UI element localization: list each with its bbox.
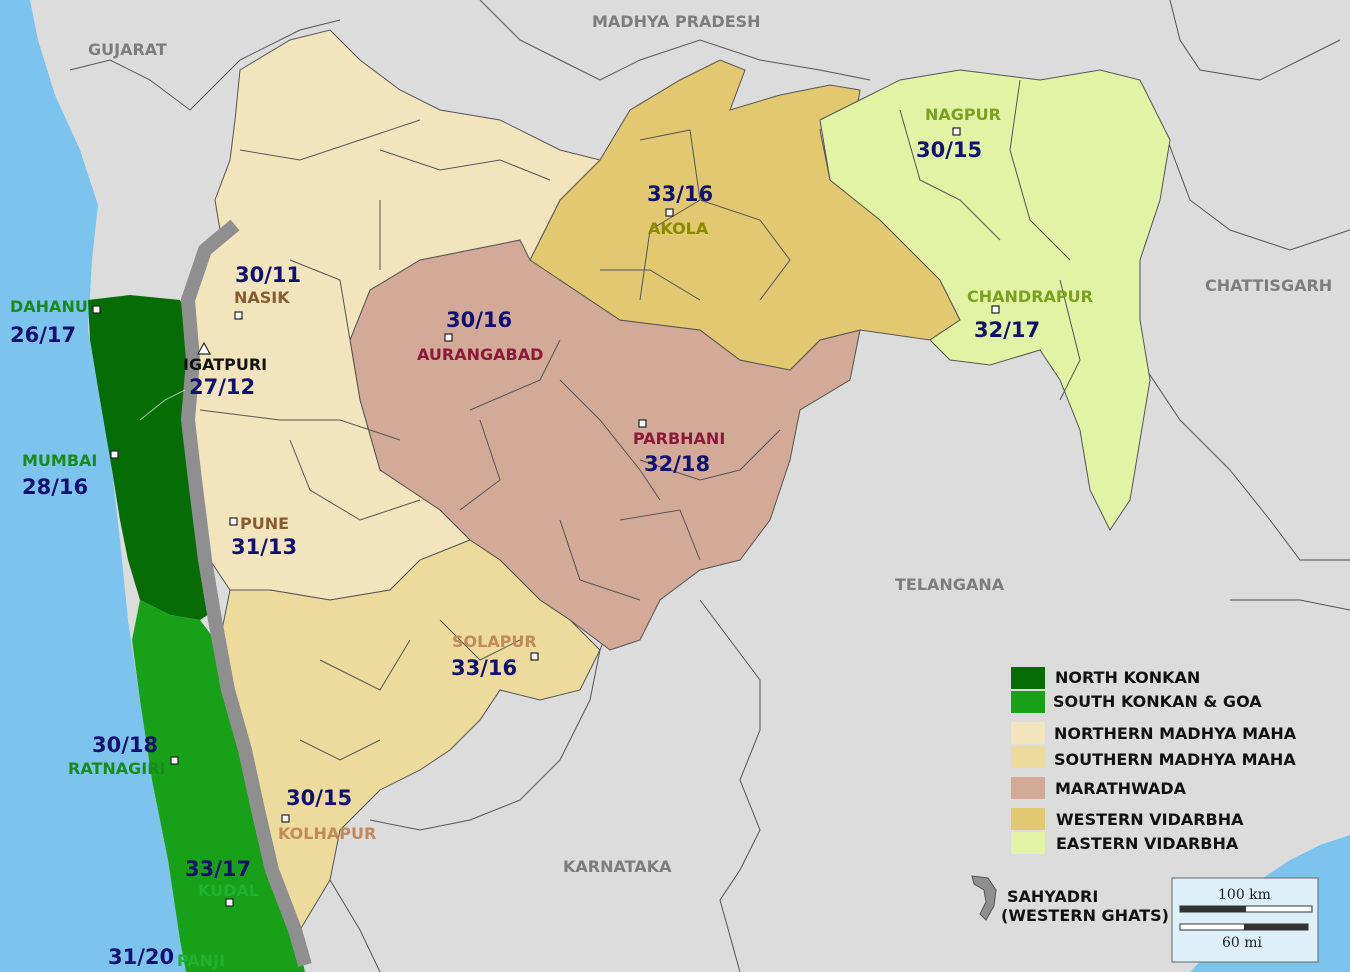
state-label-madhya-pradesh: MADHYA PRADESH xyxy=(592,12,761,31)
legend-swatch-southern-madhya xyxy=(1011,746,1045,768)
sahyadri-ghats-band xyxy=(181,219,312,967)
station-temp-akola: 33/16 xyxy=(647,182,713,206)
district-boundaries xyxy=(199,79,1081,761)
legend-label-sahyadri: SAHYADRI xyxy=(1007,887,1098,906)
marker-igatpuri-triangle xyxy=(196,341,212,355)
marker-pune xyxy=(229,517,238,526)
marker-parbhani xyxy=(638,419,647,428)
marker-solapur xyxy=(530,652,539,661)
station-temp-aurangabad: 30/16 xyxy=(446,308,512,332)
station-temp-pune: 31/13 xyxy=(231,535,297,559)
marker-dahanu xyxy=(92,305,101,314)
legend-sahyadri-symbol xyxy=(971,875,997,921)
scale-km-bar-segment xyxy=(1180,906,1246,912)
region-eastern-vidarbha xyxy=(819,69,1171,531)
marker-kudal xyxy=(225,898,234,907)
legend-label-western-ghats: (WESTERN GHATS) xyxy=(1001,906,1169,925)
legend-swatch-south-konkan xyxy=(1011,691,1045,713)
marker-akola xyxy=(665,208,674,217)
station-temp-nasik: 30/11 xyxy=(235,263,301,287)
legend-label-southern-madhya: SOUTHERN MADHYA MAHA xyxy=(1054,750,1296,769)
legend-label-eastern-vidarbha: EASTERN VIDARBHA xyxy=(1056,834,1239,853)
marker-aurangabad xyxy=(444,333,453,342)
station-name-aurangabad: AURANGABAD xyxy=(417,345,543,364)
scale-bar: 100 km 60 mi xyxy=(1171,877,1319,963)
station-name-nagpur: NAGPUR xyxy=(925,105,1001,124)
station-name-panji: PANJI xyxy=(177,951,225,970)
marker-nagpur xyxy=(952,127,961,136)
station-name-kudal: KUDAL xyxy=(198,881,259,900)
station-name-mumbai: MUMBAI xyxy=(22,451,97,470)
marker-mumbai xyxy=(110,450,119,459)
coastline xyxy=(139,389,186,421)
legend-label-south-konkan: SOUTH KONKAN & GOA xyxy=(1053,692,1262,711)
legend-label-marathwada: MARATHWADA xyxy=(1055,779,1187,798)
station-temp-kudal: 33/17 xyxy=(185,857,251,881)
station-temp-parbhani: 32/18 xyxy=(644,452,710,476)
legend-label-western-vidarbha: WESTERN VIDARBHA xyxy=(1056,810,1244,829)
station-temp-dahanu: 26/17 xyxy=(10,323,76,347)
region-north-konkan xyxy=(88,295,215,620)
scale-label-km: 100 km xyxy=(1218,887,1271,903)
legend-swatch-northern-madhya xyxy=(1011,722,1045,744)
legend-swatch-marathwada xyxy=(1011,777,1045,799)
state-label-karnataka: KARNATAKA xyxy=(563,857,672,876)
station-markers xyxy=(92,127,1000,907)
station-temp-panji: 31/20 xyxy=(108,945,174,969)
legend-swatch-western-vidarbha xyxy=(1011,808,1045,830)
scale-mi-bar-segment xyxy=(1244,924,1308,930)
neighbour-borders xyxy=(69,0,1350,972)
state-label-gujarat: GUJARAT xyxy=(88,40,167,59)
station-temp-igatpuri: 27/12 xyxy=(189,375,255,399)
station-temp-kolhapur: 30/15 xyxy=(286,786,352,810)
legend-label-north-konkan: NORTH KONKAN xyxy=(1055,668,1200,687)
station-name-dahanu: DAHANU xyxy=(10,297,88,316)
legend-swatch-eastern-vidarbha xyxy=(1011,832,1045,854)
station-name-chandrapur: CHANDRAPUR xyxy=(967,287,1093,306)
station-name-nasik: NASIK xyxy=(234,288,290,307)
station-temp-solapur: 33/16 xyxy=(451,656,517,680)
scale-label-mi: 60 mi xyxy=(1222,935,1263,951)
station-name-solapur: SOLAPUR xyxy=(452,632,537,651)
legend: NORTH KONKAN SOUTH KONKAN & GOA NORTHERN… xyxy=(971,667,1297,925)
station-name-parbhani: PARBHANI xyxy=(633,429,725,448)
scale-box xyxy=(1171,877,1319,963)
marker-nasik xyxy=(234,311,243,320)
station-name-pune: PUNE xyxy=(240,514,289,533)
marker-chandrapur xyxy=(991,305,1000,314)
station-name-kolhapur: KOLHAPUR xyxy=(278,824,376,843)
region-south-konkan-goa xyxy=(132,600,305,972)
station-temp-ratnagiri: 30/18 xyxy=(92,733,158,757)
station-name-akola: AKOLA xyxy=(648,219,709,238)
station-temp-chandrapur: 32/17 xyxy=(974,318,1040,342)
state-label-telangana: TELANGANA xyxy=(895,575,1005,594)
state-label-chattisgarh: CHATTISGARH xyxy=(1205,276,1332,295)
marker-kolhapur xyxy=(281,814,290,823)
legend-swatch-north-konkan xyxy=(1011,667,1045,689)
station-temp-nagpur: 30/15 xyxy=(916,138,982,162)
legend-label-northern-madhya: NORTHERN MADHYA MAHA xyxy=(1054,724,1297,743)
arabian-sea xyxy=(0,0,186,972)
station-name-ratnagiri: RATNAGIRI xyxy=(68,759,166,778)
station-temp-mumbai: 28/16 xyxy=(22,475,88,499)
marker-ratnagiri xyxy=(170,756,179,765)
station-name-igatpuri: IGATPURI xyxy=(183,355,267,374)
